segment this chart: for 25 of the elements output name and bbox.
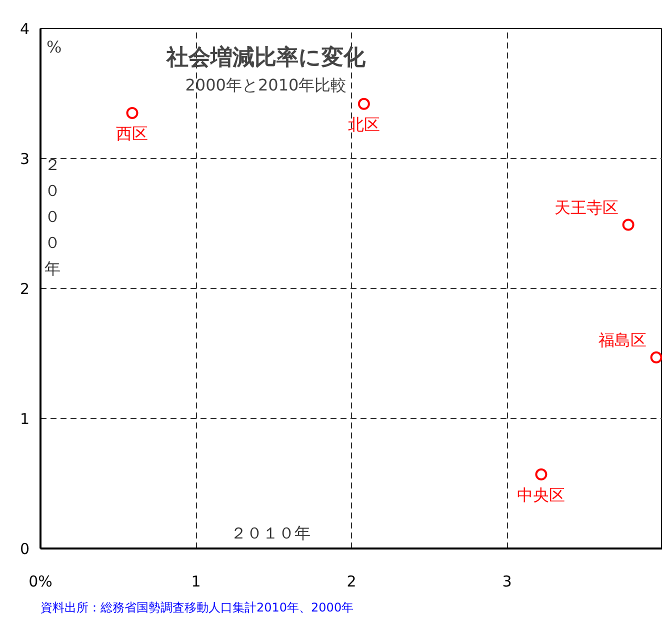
point xyxy=(650,351,662,364)
x-tick-label: 1 xyxy=(191,572,201,590)
x-tick-label: 2 xyxy=(346,572,356,590)
annotation: % xyxy=(46,38,62,56)
x-axis-title: ２０１０年 xyxy=(230,524,311,542)
y-tick-label: 0 xyxy=(20,540,30,558)
y-tick-label: 3 xyxy=(20,150,30,168)
y-tick-label: 2 xyxy=(20,280,30,298)
annotation: 福島区 xyxy=(598,330,646,350)
point xyxy=(535,468,548,480)
text: 社会増減比率に変化 xyxy=(165,44,366,70)
annotation: 北区 xyxy=(348,114,380,134)
text: 資料出所：総務省国勢調査移動人口集計2010年、2000年 xyxy=(40,600,354,614)
y-tick-label: 4 xyxy=(20,20,30,38)
x-tick-label: 3 xyxy=(502,572,512,590)
annotation: 天王寺区 xyxy=(554,198,618,217)
point xyxy=(358,98,370,110)
point xyxy=(126,107,138,119)
annotation: 西区 xyxy=(116,124,148,143)
annotation: 中央区 xyxy=(517,485,566,504)
text: 2000年と2010年比較 xyxy=(185,76,347,94)
y-axis-title: ２０００年 xyxy=(44,155,60,278)
x-tick-label: 0% xyxy=(28,572,52,590)
point xyxy=(622,218,634,231)
y-tick-label: 1 xyxy=(20,410,30,428)
